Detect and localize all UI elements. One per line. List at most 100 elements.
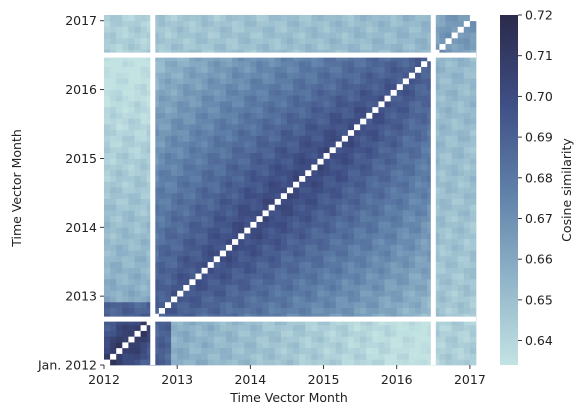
heatmap-cell [427,118,434,125]
heatmap-cell [207,307,215,314]
heatmap-cell [323,78,330,85]
heatmap-cell [347,164,355,171]
heatmap-cell [164,204,172,211]
heatmap-cell [451,324,459,331]
heatmap-cell [402,55,410,62]
heatmap-cell [171,221,178,228]
heatmap-cell [293,146,300,154]
heatmap-cell [274,15,282,22]
heatmap-cell [366,215,373,222]
heatmap-cell [335,83,343,90]
heatmap-cell [347,290,355,297]
heatmap-cell [152,72,160,79]
heatmap-cell [451,55,459,62]
heatmap-cell [225,278,233,286]
heatmap-cell [457,278,465,286]
heatmap-cell [445,238,452,245]
heatmap-cell [207,37,215,45]
heatmap-cell [280,204,288,211]
heatmap-cell [122,32,129,39]
heatmap-cell [256,204,263,211]
heatmap-cell [268,43,276,50]
heatmap-cell [238,135,245,142]
heatmap-cell [469,78,477,85]
heatmap-cell [128,273,135,280]
heatmap-cell [164,181,172,188]
heatmap-cell [311,324,318,331]
heatmap-cell [116,169,123,177]
heatmap-cell [201,66,209,73]
heatmap-cell [445,198,452,205]
heatmap-cell [171,313,178,320]
heatmap-cell [463,158,471,165]
heatmap-cell [323,118,330,125]
heatmap-cell [335,169,343,177]
heatmap-cell [140,330,148,337]
heatmap-cell [463,72,471,79]
heatmap-cell [262,221,270,228]
heatmap-cell [152,146,160,154]
heatmap-cell [207,66,215,73]
heatmap-cell [317,330,324,337]
heatmap-cell [189,55,196,62]
heatmap-cell [189,60,196,67]
heatmap-cell [384,32,391,39]
heatmap-cell [402,290,410,297]
heatmap-cell [354,72,361,79]
heatmap-cell [225,301,233,308]
heatmap-cell [164,250,172,257]
heatmap-cell [158,353,166,360]
heatmap-cell [225,342,233,349]
heatmap-cell [360,60,367,67]
heatmap-cell [335,221,343,228]
heatmap-cell [372,158,379,165]
heatmap-cell [341,198,349,205]
heatmap-cell [317,49,324,56]
heatmap-cell [360,290,367,297]
heatmap-cell [171,158,178,165]
heatmap-cell [293,273,300,280]
heatmap-cell [250,192,257,199]
heatmap-cell [415,20,422,27]
heatmap-cell [329,215,337,222]
heatmap-cell [421,290,428,297]
colorbar-ticks: 0.640.650.660.670.680.690.700.710.72 [518,8,553,348]
heatmap-cell [427,204,434,211]
heatmap-cell [171,273,178,280]
heatmap-cell [122,124,129,131]
heatmap-cell [256,192,263,199]
heatmap-cell [140,238,148,245]
heatmap-cell [244,187,251,194]
heatmap-cell [128,347,135,354]
heatmap-cell [219,233,227,240]
heatmap-cell [341,55,349,62]
heatmap-cell [354,49,361,56]
heatmap-cell [238,32,245,39]
heatmap-cell [256,66,263,73]
heatmap-cell [238,347,245,354]
heatmap-cell [421,32,428,39]
heatmap-cell [323,187,330,194]
heatmap-cell [469,244,477,251]
heatmap-cell [433,26,440,33]
heatmap-cell [286,129,294,136]
heatmap-cell [396,106,404,113]
heatmap-cell [286,324,294,331]
heatmap-cell [457,227,465,234]
heatmap-cell [421,106,428,113]
heatmap-cell [311,26,318,33]
heatmap-cell [286,26,294,33]
heatmap-cell [427,158,434,165]
heatmap-cell [360,49,367,56]
heatmap-cell [305,72,312,79]
heatmap-cell [354,26,361,33]
heatmap-cell [378,175,385,182]
heatmap-cell [469,238,477,245]
heatmap-cell [262,353,270,360]
heatmap-cell [140,278,148,286]
heatmap-cell [128,60,135,67]
heatmap-cell [341,319,349,326]
heatmap-cell [177,330,184,337]
heatmap-cell [402,32,410,39]
heatmap-cell [164,118,172,125]
